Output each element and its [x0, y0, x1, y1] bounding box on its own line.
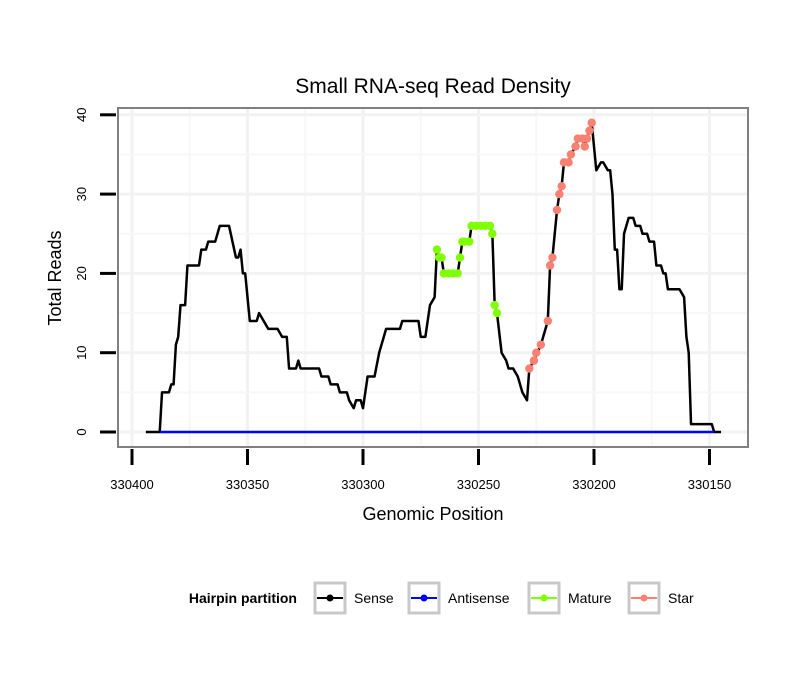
- y-tick-label: 30: [74, 187, 89, 201]
- x-tick-label: 330150: [688, 477, 731, 492]
- star-point: [536, 340, 546, 349]
- chart-title: Small RNA-seq Read Density: [295, 75, 571, 98]
- mature-point: [432, 245, 442, 254]
- star-point: [548, 253, 557, 262]
- star-point: [564, 158, 573, 167]
- star-point: [532, 348, 541, 357]
- star-point: [566, 150, 576, 159]
- star-point: [557, 181, 566, 191]
- legend-title: Hairpin partition: [189, 590, 297, 606]
- legend-label-star: Star: [668, 590, 694, 606]
- x-tick-label: 330250: [457, 477, 500, 492]
- x-tick-label: 330300: [341, 477, 384, 492]
- mature-point: [437, 253, 446, 262]
- legend-marker-star: [640, 594, 648, 602]
- x-axis-label: Genomic Position: [362, 504, 503, 524]
- legend-marker-sense: [326, 594, 334, 602]
- mature-point: [453, 269, 462, 278]
- legend-marker-antisense: [420, 594, 428, 602]
- y-axis-label: Total Reads: [45, 230, 65, 325]
- star-point: [585, 126, 594, 135]
- plot-panel: [118, 108, 748, 447]
- star-point: [545, 261, 555, 270]
- mature-point: [455, 253, 465, 262]
- y-tick-label: 0: [74, 428, 89, 435]
- legend-marker-mature: [540, 594, 548, 602]
- star-point: [571, 142, 580, 151]
- star-point: [582, 134, 592, 143]
- axes: 330400 330350 330300 330250 330200 330150 0 10 2…: [74, 108, 731, 492]
- star-point: [525, 364, 534, 373]
- y-tick-label: 40: [74, 108, 89, 122]
- y-tick-label: 10: [74, 345, 89, 359]
- star-point: [529, 356, 539, 365]
- mature-point: [490, 300, 499, 310]
- mature-point: [488, 229, 497, 238]
- star-point: [543, 316, 552, 326]
- series-points: [432, 118, 596, 373]
- star-point: [587, 118, 596, 127]
- legend-label-sense: Sense: [354, 590, 394, 606]
- star-point: [580, 142, 589, 151]
- mature-point: [465, 237, 474, 246]
- x-tick-label: 330200: [572, 477, 615, 492]
- y-tick-label: 20: [74, 266, 89, 280]
- plot-border: [117, 107, 749, 448]
- legend-label-antisense: Antisense: [448, 590, 510, 606]
- legend-label-mature: Mature: [568, 590, 612, 606]
- star-point: [552, 205, 562, 215]
- mature-point: [492, 308, 502, 318]
- legend: Hairpin partition Sense Antisense Mature St…: [189, 581, 694, 615]
- x-tick-label: 330400: [110, 477, 153, 492]
- mature-point: [485, 221, 495, 231]
- x-tick-label: 330350: [226, 477, 269, 492]
- star-point: [555, 189, 564, 199]
